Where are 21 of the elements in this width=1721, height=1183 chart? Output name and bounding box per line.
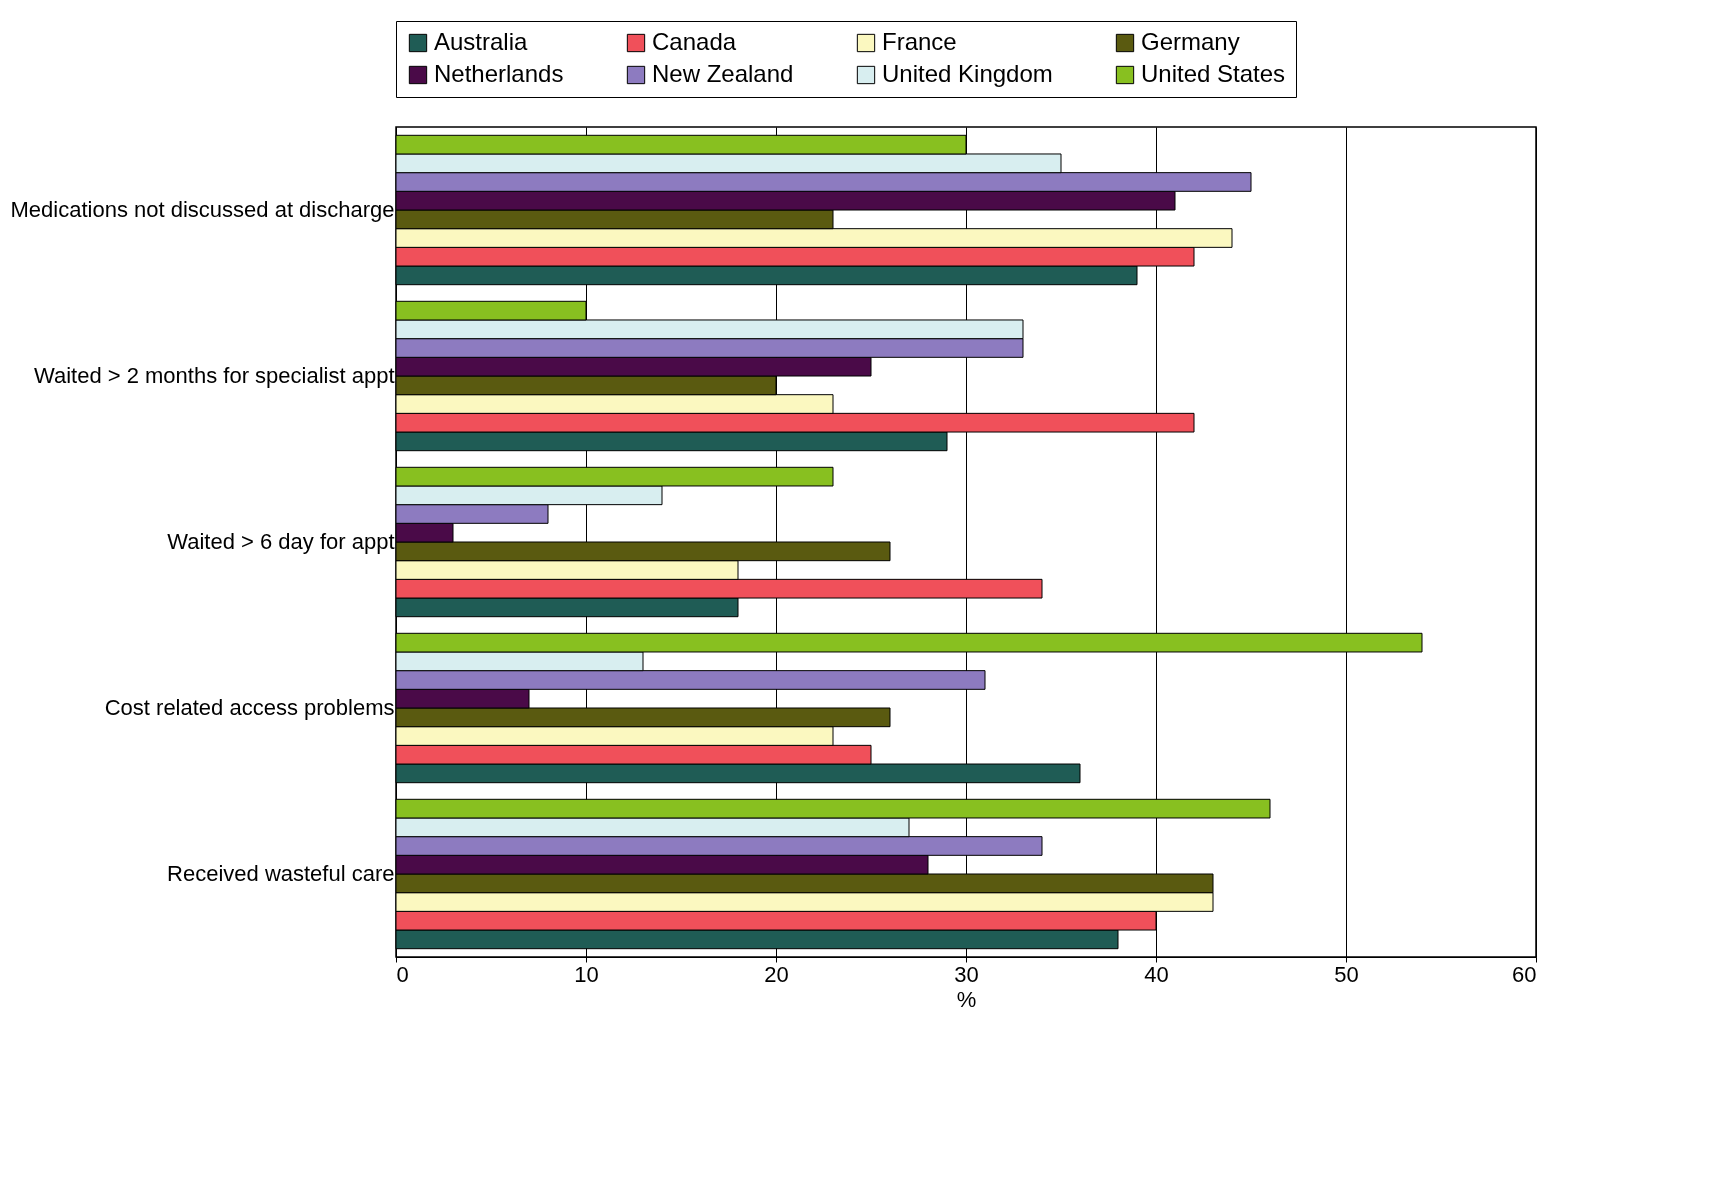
y-tick-label: Waited > 2 months for specialist appt <box>33 363 395 388</box>
legend-label: United States <box>1141 60 1286 87</box>
x-tick-label: 10 <box>574 961 599 987</box>
x-tick-label: 40 <box>1144 961 1169 987</box>
legend-label: United Kingdom <box>882 60 1053 87</box>
x-tick-label: 50 <box>1334 961 1359 987</box>
legend-label: Canada <box>652 28 737 55</box>
legend-label: New Zealand <box>652 60 794 87</box>
x-tick-label: 60 <box>1512 961 1537 987</box>
x-tick-label: 0 <box>396 961 409 987</box>
legend-label: Australia <box>434 28 529 55</box>
y-tick-label: Medications not discussed at discharge <box>10 197 395 222</box>
y-tick-label: Waited > 6 day for appt <box>167 529 395 554</box>
y-tick-label: Cost related access problems <box>104 695 395 720</box>
x-tick-label: 30 <box>954 961 979 987</box>
y-tick-label: Received wasteful care <box>167 861 395 886</box>
legend-label: Germany <box>1141 28 1240 55</box>
legend-label: Netherlands <box>434 60 564 87</box>
legend-label: France <box>882 28 957 55</box>
x-axis-title: % <box>956 986 977 1012</box>
x-tick-label: 20 <box>764 961 789 987</box>
